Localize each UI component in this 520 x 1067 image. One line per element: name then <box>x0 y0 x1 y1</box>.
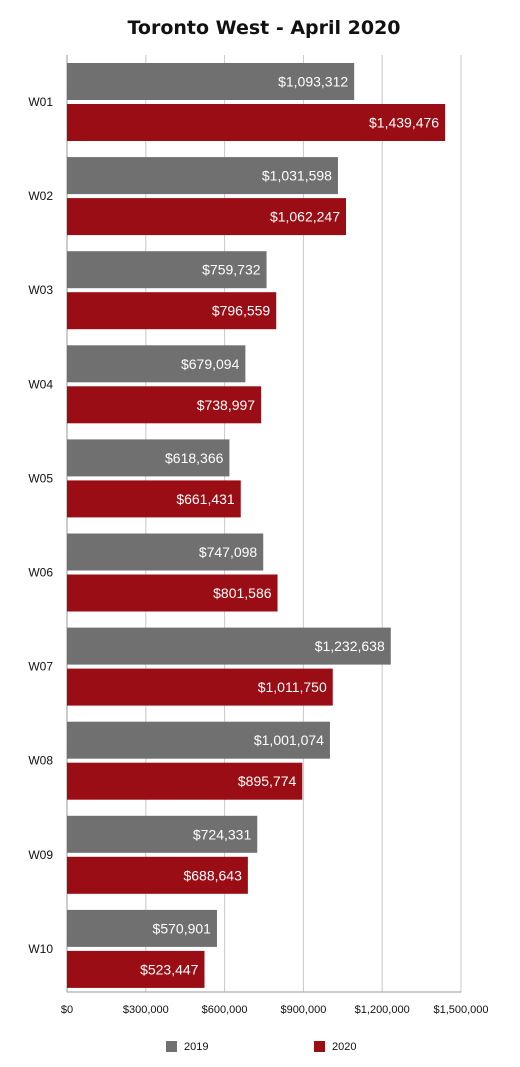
data-label-2020-w03: $796,559 <box>212 303 271 319</box>
category-labels: W01 W02 W03 W04 W05 W06 W07 W08 W09 W10 <box>28 95 53 956</box>
data-label-2020-w08: $895,774 <box>238 773 297 789</box>
x-tick-label: $300,000 <box>123 1004 169 1016</box>
bars <box>67 63 446 988</box>
data-label-2020-w01: $1,439,476 <box>369 115 439 131</box>
bar-2020-w10 <box>67 950 205 988</box>
x-tick-label: $1,200,000 <box>355 1004 410 1016</box>
category-label-w09: W09 <box>28 848 53 862</box>
data-label-2020-w05: $661,431 <box>176 491 235 507</box>
x-tick-label: $1,500,000 <box>433 1004 488 1016</box>
bar-2019-w07 <box>67 627 391 665</box>
category-label-w02: W02 <box>28 189 53 203</box>
legend-label-2020: 2020 <box>332 1041 356 1053</box>
data-label-2019-w10: $570,901 <box>153 920 212 936</box>
category-label-w01: W01 <box>28 95 53 109</box>
bar-2020-w07 <box>67 668 333 706</box>
value-labels: $1,093,312 $1,439,476 $1,031,598 $1,062,247… <box>140 74 439 978</box>
bar-2020-w06 <box>67 574 278 612</box>
category-label-w07: W07 <box>28 660 53 674</box>
category-label-w06: W06 <box>28 566 53 580</box>
bar-2019-w02 <box>67 157 338 195</box>
bar-2020-w08 <box>67 762 303 800</box>
category-label-w03: W03 <box>28 283 53 297</box>
data-label-2020-w02: $1,062,247 <box>270 209 340 225</box>
bar-2019-w06 <box>67 533 264 571</box>
bar-2020-w09 <box>67 856 248 894</box>
bar-2019-w05 <box>67 439 230 477</box>
data-label-2020-w10: $523,447 <box>140 961 199 977</box>
bar-2019-w09 <box>67 815 258 853</box>
chart-title: Toronto West - April 2020 <box>127 17 400 39</box>
data-label-2019-w05: $618,366 <box>165 450 224 466</box>
data-label-2019-w06: $747,098 <box>199 544 258 560</box>
data-label-2020-w04: $738,997 <box>197 397 256 413</box>
category-label-w08: W08 <box>28 754 53 768</box>
category-label-w04: W04 <box>28 377 53 391</box>
data-label-2019-w08: $1,001,074 <box>254 732 324 748</box>
x-tick-label: $600,000 <box>202 1004 248 1016</box>
legend-label-2019: 2019 <box>184 1041 208 1053</box>
data-label-2019-w09: $724,331 <box>193 826 252 842</box>
legend-swatch-2019 <box>166 1041 177 1052</box>
category-label-w10: W10 <box>28 942 53 956</box>
bar-2019-w08 <box>67 721 330 759</box>
bar-2019-w01 <box>67 63 355 100</box>
legend: 2019 2020 <box>166 1041 356 1053</box>
data-label-2019-w07: $1,232,638 <box>315 638 385 654</box>
x-tick-label: $0 <box>61 1004 73 1016</box>
bar-2019-w03 <box>67 251 267 289</box>
bar-2020-w04 <box>67 386 262 424</box>
category-label-w05: W05 <box>28 471 53 485</box>
data-label-2019-w03: $759,732 <box>202 262 261 278</box>
data-label-2019-w02: $1,031,598 <box>262 168 332 184</box>
data-label-2019-w04: $679,094 <box>181 356 240 372</box>
x-axis-ticks: $0 $300,000 $600,000 $900,000 $1,200,000 $1,5… <box>61 1004 489 1016</box>
data-label-2020-w09: $688,643 <box>183 867 242 883</box>
legend-swatch-2020 <box>314 1041 325 1052</box>
bar-2019-w10 <box>67 909 217 947</box>
bar-2020-w02 <box>67 198 347 236</box>
data-label-2020-w06: $801,586 <box>213 585 272 601</box>
bar-2020-w05 <box>67 480 241 518</box>
bar-2019-w04 <box>67 345 246 383</box>
bar-2020-w01 <box>67 104 446 141</box>
data-label-2020-w07: $1,011,750 <box>258 679 327 695</box>
x-tick-label: $900,000 <box>280 1004 326 1016</box>
bar-2020-w03 <box>67 292 277 330</box>
data-label-2019-w01: $1,093,312 <box>278 74 348 90</box>
